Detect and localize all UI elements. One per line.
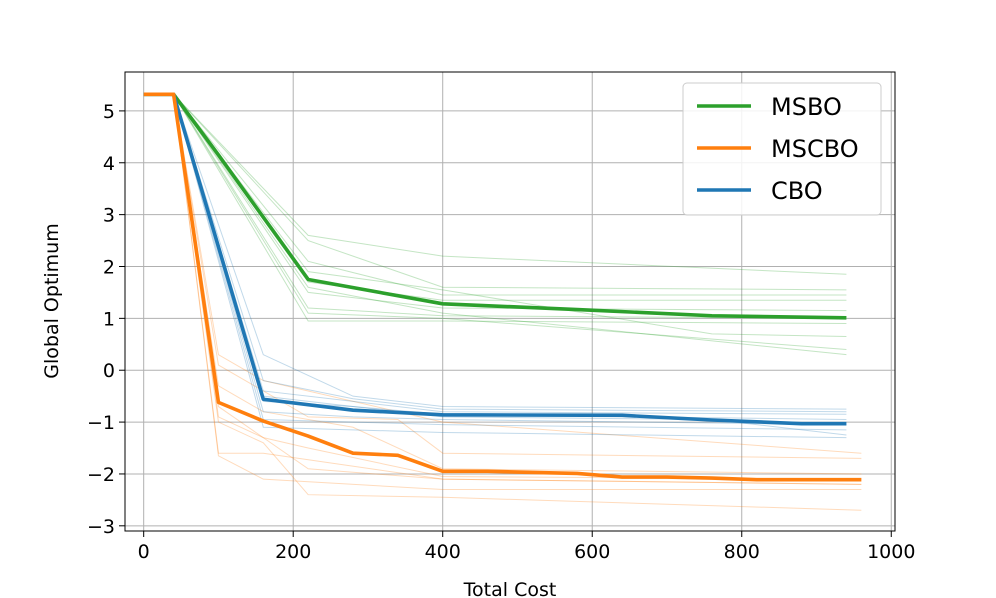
cbo-run-line bbox=[173, 94, 847, 439]
legend: MSBO MSCBO CBO bbox=[682, 82, 882, 216]
msbo-run-line bbox=[173, 94, 847, 325]
legend-box bbox=[682, 82, 882, 216]
msbo-mean-line bbox=[143, 92, 847, 320]
msbo-run-line bbox=[173, 93, 847, 275]
mean-series bbox=[143, 92, 862, 482]
mscbo-run-line bbox=[173, 94, 862, 491]
cbo-run-line bbox=[173, 94, 847, 413]
y-tick-label: −3 bbox=[87, 516, 115, 538]
msbo-run-line bbox=[173, 93, 847, 296]
mscbo-legend-label: MSCBO bbox=[771, 135, 859, 163]
x-axis-title: Total Cost bbox=[463, 579, 557, 598]
x-axis-ticks: 0 200 400 600 800 1000 bbox=[138, 531, 915, 563]
y-tick-label: 1 bbox=[103, 308, 115, 330]
y-tick-label: −1 bbox=[87, 412, 115, 434]
y-tick-label: −2 bbox=[87, 464, 115, 486]
x-tick-label: 800 bbox=[724, 541, 760, 563]
msbo-run-line bbox=[173, 93, 847, 338]
x-tick-label: 400 bbox=[425, 541, 461, 563]
msbo-run-line bbox=[173, 94, 847, 356]
cbo-legend-label: CBO bbox=[771, 177, 823, 205]
cbo-run-line bbox=[173, 94, 847, 410]
y-tick-label: 0 bbox=[103, 360, 115, 382]
mscbo-run-line bbox=[173, 94, 862, 454]
y-tick-label: 5 bbox=[103, 101, 115, 123]
plot-frame bbox=[124, 71, 896, 532]
msbo-run-line bbox=[173, 93, 847, 291]
x-tick-label: 600 bbox=[574, 541, 610, 563]
msbo-run-line bbox=[173, 94, 847, 312]
y-tick-label: 3 bbox=[103, 205, 115, 227]
y-tick-label: 4 bbox=[103, 153, 115, 175]
cbo-run-line bbox=[173, 94, 847, 426]
msbo-run-line bbox=[173, 94, 847, 319]
mscbo-mean-line bbox=[143, 92, 862, 482]
cbo-mean-line bbox=[143, 92, 847, 426]
cbo-run-line bbox=[173, 94, 847, 431]
mscbo-run-line bbox=[173, 94, 862, 475]
msbo-legend-label: MSBO bbox=[771, 93, 842, 121]
msbo-run-line bbox=[173, 94, 847, 350]
y-axis-ticks: −3 −2 −1 0 1 2 3 4 5 bbox=[87, 101, 125, 538]
mscbo-run-line bbox=[173, 94, 862, 485]
y-axis-title: Global Optimum bbox=[41, 223, 63, 378]
x-tick-label: 0 bbox=[138, 541, 150, 563]
mscbo-run-line bbox=[173, 94, 862, 459]
individual-runs bbox=[173, 93, 862, 511]
x-tick-label: 200 bbox=[275, 541, 311, 563]
mscbo-run-line bbox=[173, 94, 862, 511]
x-tick-label: 1000 bbox=[867, 541, 915, 563]
y-tick-label: 2 bbox=[103, 256, 115, 278]
